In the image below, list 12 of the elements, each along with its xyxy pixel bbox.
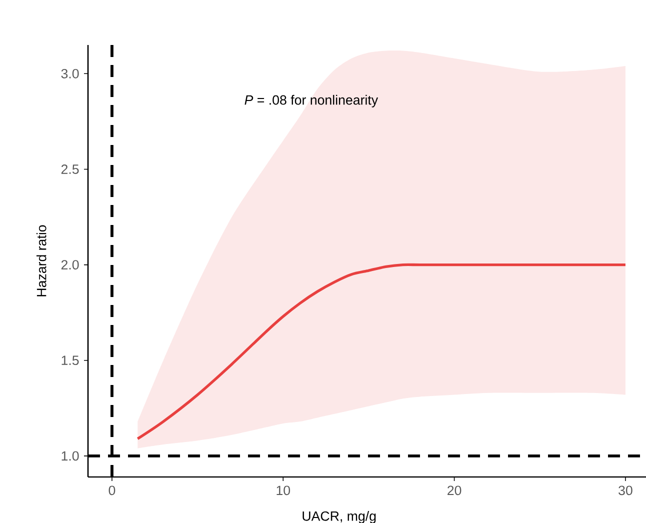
y-tick-label: 2.0 bbox=[61, 260, 79, 270]
x-tick-label: 10 bbox=[276, 486, 290, 496]
y-tick-label: 1.0 bbox=[62, 451, 79, 461]
y-tick-label: 2.5 bbox=[61, 164, 79, 174]
x-axis-title: UACR, mg/g bbox=[302, 511, 376, 523]
annotation: P = .08 for nonlinearity bbox=[244, 94, 378, 108]
y-tick-label: 1.5 bbox=[62, 356, 79, 366]
x-tick-label: 20 bbox=[448, 486, 462, 496]
y-tick-label: 3.0 bbox=[61, 68, 79, 78]
x-tick-label: 30 bbox=[618, 486, 632, 496]
y-axis-title: Hazard ratio bbox=[36, 225, 46, 296]
x-tick-label: 0 bbox=[108, 486, 116, 496]
